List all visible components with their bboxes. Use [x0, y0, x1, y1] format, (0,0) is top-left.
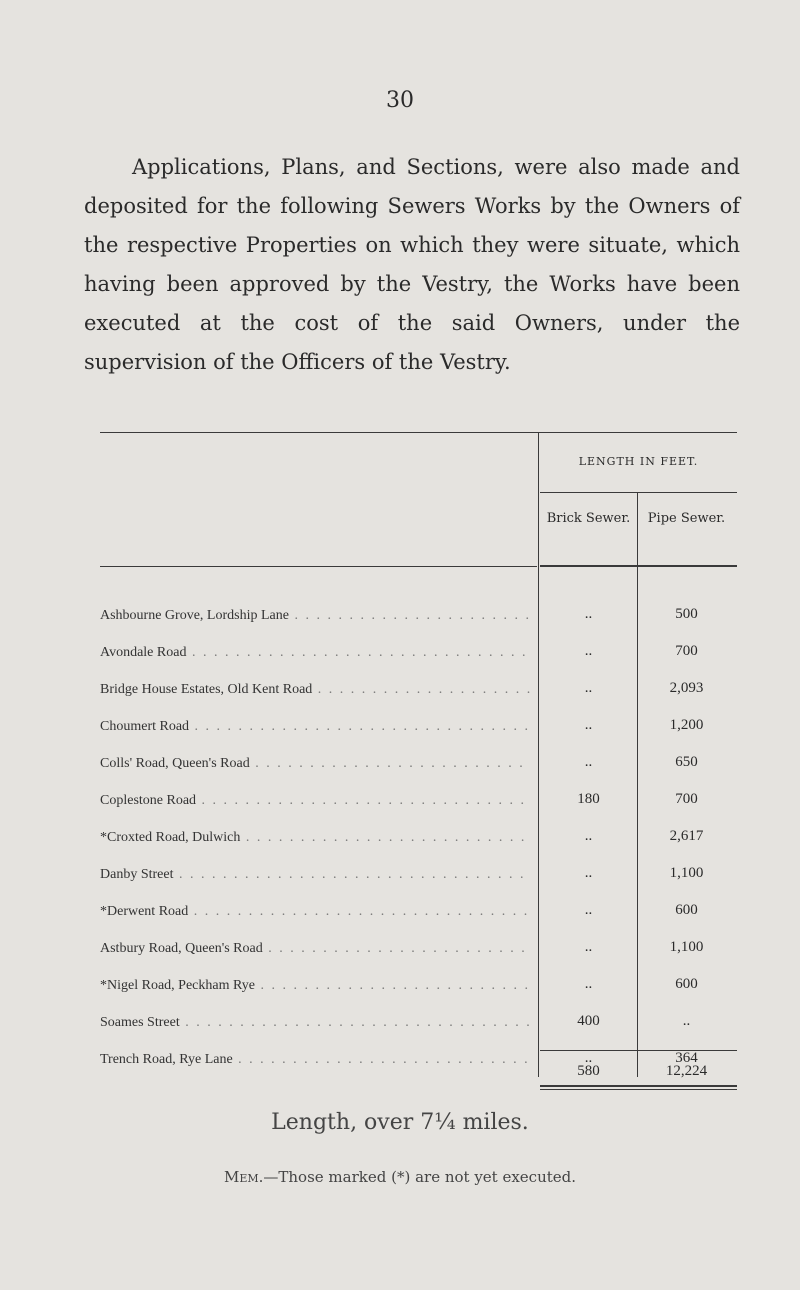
table-row: *Derwent Road.. 600 — [100, 896, 740, 933]
row-pipe: 600 — [675, 976, 698, 992]
table-row: *Nigel Road, Peckham Rye.. 600 — [100, 970, 740, 1007]
row-pipe: 364 — [675, 1050, 698, 1066]
group-header: LENGTH IN FEET. — [578, 455, 699, 468]
table-row: Coplestone Road 180 700 — [100, 785, 740, 822]
table-row: Avondale Road.. 700 — [100, 637, 740, 674]
row-name: Bridge House Estates, Old Kent Road — [100, 682, 530, 698]
row-brick: .. — [584, 902, 593, 918]
row-brick: 400 — [577, 1013, 600, 1029]
memo-head: Mem. — [223, 1168, 264, 1186]
row-name: Choumert Road — [100, 719, 530, 735]
row-pipe: 1,100 — [669, 939, 704, 955]
column-header-pipe: Pipe Sewer. — [647, 511, 726, 526]
memo-text: —Those marked (*) are not yet executed. — [263, 1168, 577, 1186]
row-pipe: .. — [682, 1013, 691, 1029]
row-brick: .. — [584, 865, 593, 881]
row-brick: .. — [584, 680, 593, 696]
row-name: Astbury Road, Queen's Road — [100, 941, 530, 957]
row-pipe: 600 — [675, 902, 698, 918]
page-number: 30 — [386, 88, 414, 113]
row-pipe: 700 — [675, 643, 698, 659]
table-row: Ashbourne Grove, Lordship Lane.. 500 — [100, 600, 740, 637]
row-brick: .. — [584, 754, 593, 770]
total-double-rule — [540, 1085, 737, 1087]
row-brick: .. — [584, 643, 593, 659]
row-brick: .. — [584, 939, 593, 955]
intro-paragraph: Applications, Plans, and Sections, were … — [84, 155, 740, 374]
table-row: Trench Road, Rye Lane.. 364 — [100, 1044, 740, 1081]
column-header-brick: Brick Sewer. — [546, 511, 631, 526]
table-row: Soames Street 400.. — [100, 1007, 740, 1044]
table-row: *Croxted Road, Dulwich.. 2,617 — [100, 822, 740, 859]
row-pipe: 2,093 — [669, 680, 704, 696]
column-divider — [538, 432, 539, 1077]
row-pipe: 650 — [675, 754, 698, 770]
row-pipe: 1,100 — [669, 865, 704, 881]
row-brick: .. — [584, 1050, 593, 1066]
length-note: Length, over 7¼ miles. — [271, 1110, 529, 1135]
row-name: Colls' Road, Queen's Road — [100, 756, 530, 772]
total-pipe: 12,224 — [665, 1063, 708, 1079]
row-pipe: 2,617 — [669, 828, 704, 844]
row-name: Danby Street — [100, 867, 530, 883]
table-row: Bridge House Estates, Old Kent Road.. 2,0… — [100, 674, 740, 711]
row-name: *Derwent Road — [100, 904, 530, 920]
table-top-rule — [100, 432, 737, 433]
header-bottom-rule — [100, 566, 537, 567]
row-name: Avondale Road — [100, 645, 530, 661]
row-brick: .. — [584, 717, 593, 733]
table-row: Choumert Road.. 1,200 — [100, 711, 740, 748]
table-row: Astbury Road, Queen's Road.. 1,100 — [100, 933, 740, 970]
total-rule — [540, 1050, 737, 1051]
total-double-rule — [540, 1089, 737, 1090]
table-row: Danby Street.. 1,100 — [100, 859, 740, 896]
row-name: Ashbourne Grove, Lordship Lane — [100, 608, 530, 624]
row-name: Soames Street — [100, 1015, 530, 1031]
row-name: *Nigel Road, Peckham Rye — [100, 978, 530, 994]
row-brick: .. — [584, 606, 593, 622]
row-name: Coplestone Road — [100, 793, 530, 809]
row-name: Trench Road, Rye Lane — [100, 1052, 530, 1068]
header-rule — [540, 492, 737, 493]
row-brick: 180 — [577, 791, 600, 807]
row-pipe: 1,200 — [669, 717, 704, 733]
row-brick: .. — [584, 976, 593, 992]
row-name: *Croxted Road, Dulwich — [100, 830, 530, 846]
table-row: Colls' Road, Queen's Road.. 650 — [100, 748, 740, 785]
row-pipe: 500 — [675, 606, 698, 622]
column-divider — [637, 492, 638, 1077]
memo-note: Mem.—Those marked (*) are not yet execut… — [0, 1168, 800, 1186]
header-bottom-rule — [540, 565, 737, 567]
row-brick: .. — [584, 828, 593, 844]
row-pipe: 700 — [675, 791, 698, 807]
total-brick: 580 — [577, 1063, 600, 1079]
